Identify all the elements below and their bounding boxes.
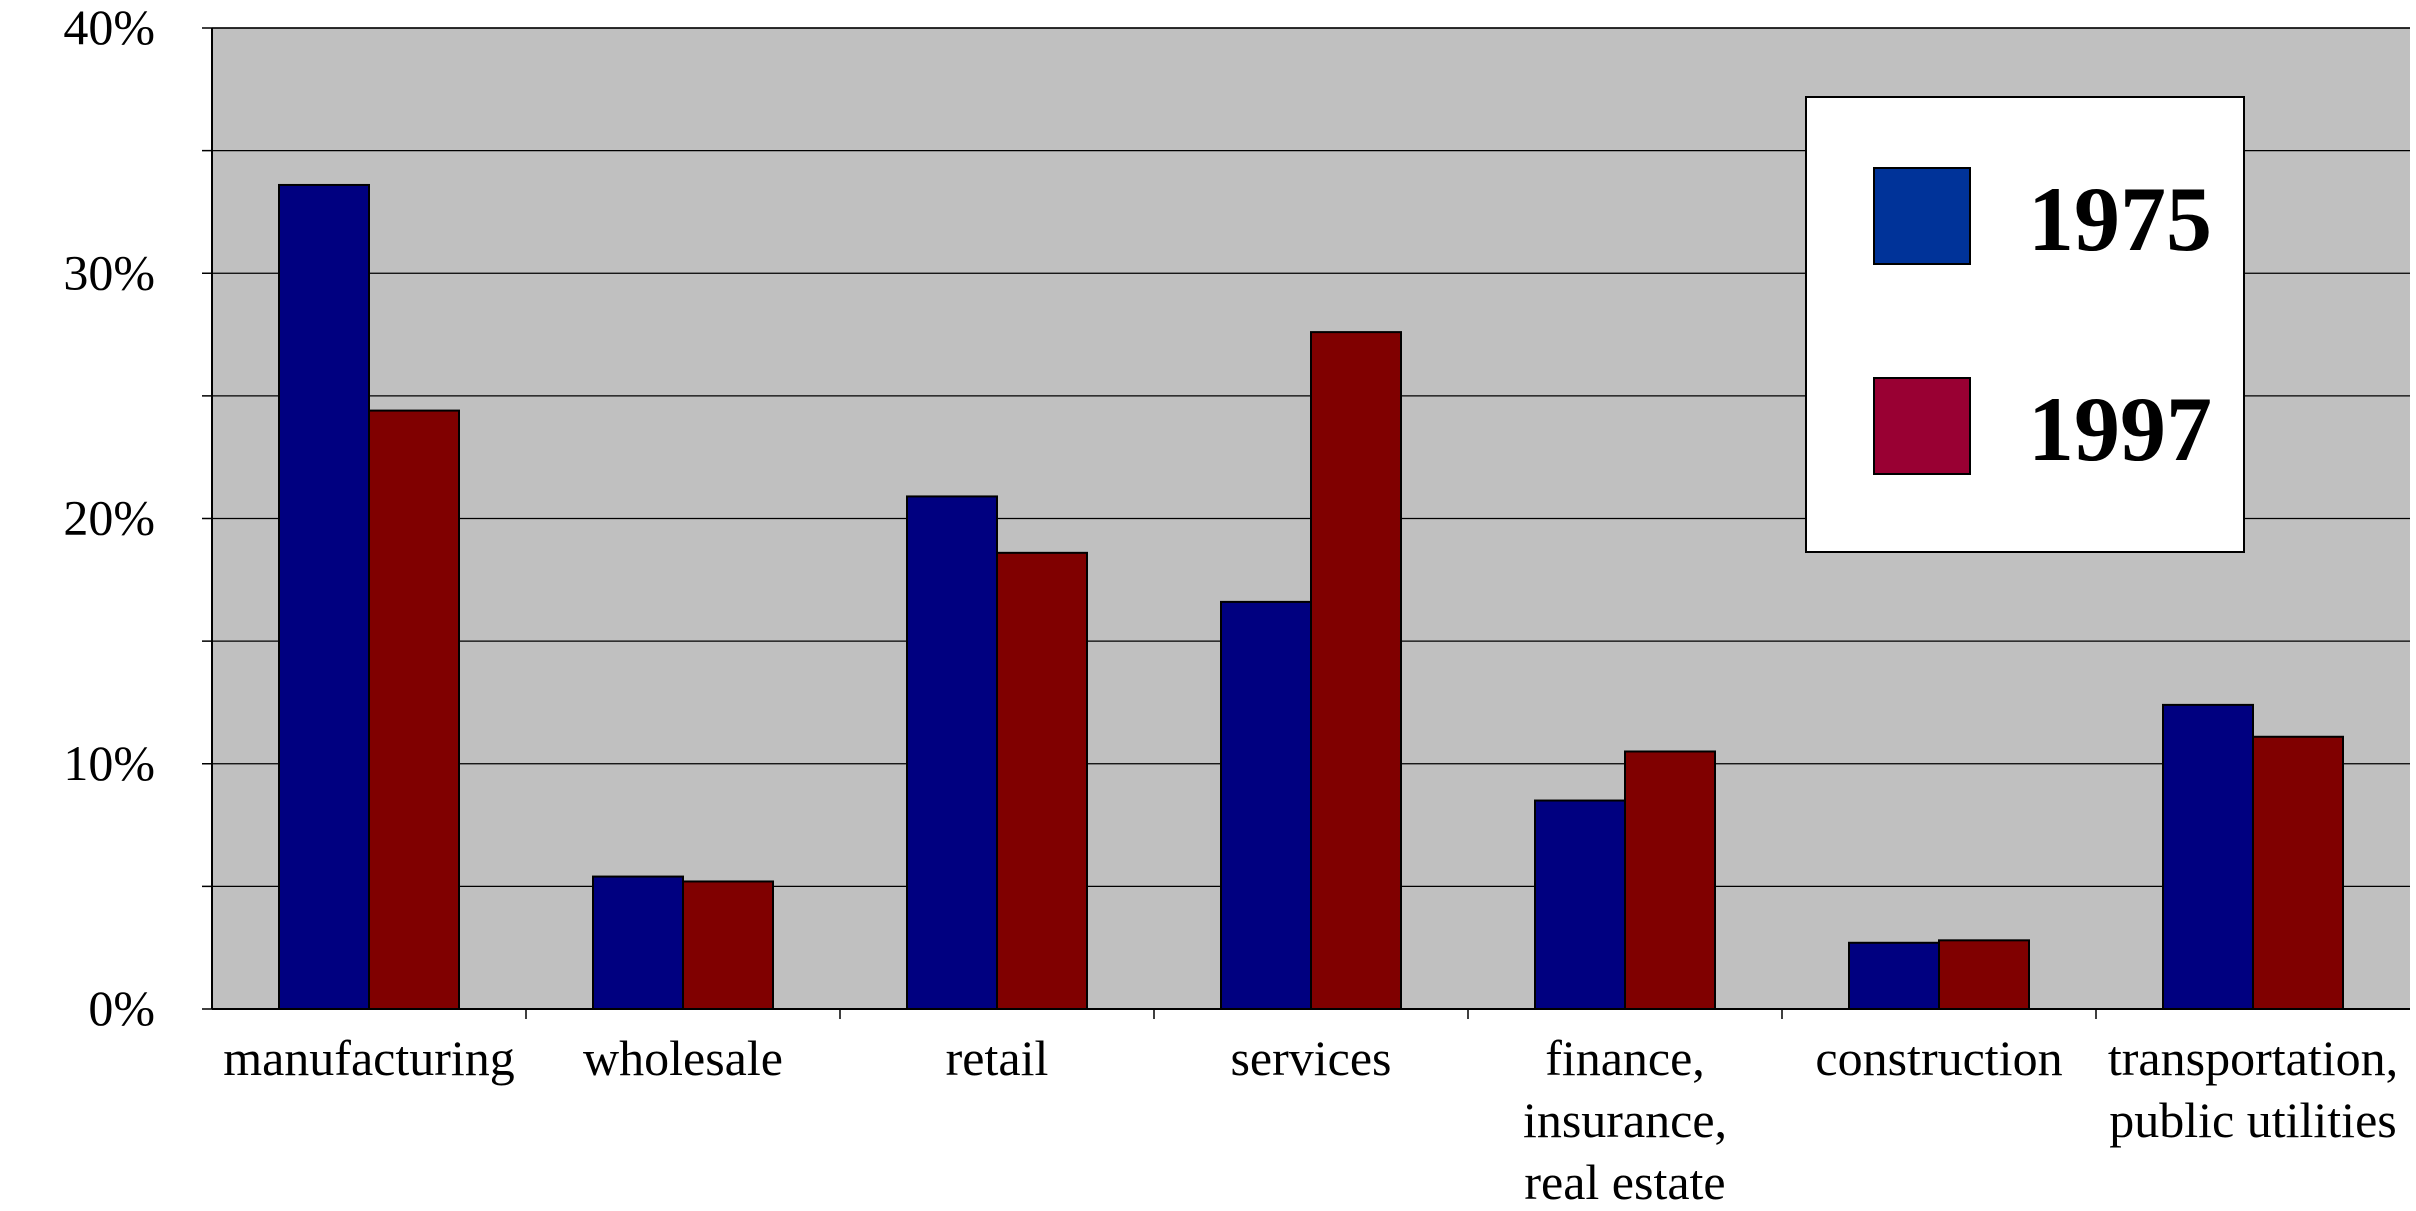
legend: 1975 1997 (1805, 96, 2245, 553)
bar-1997-4 (1624, 750, 1716, 1010)
bar-1997-1 (682, 880, 774, 1010)
legend-label-1997: 1997 (2028, 378, 2212, 480)
y-tick-label: 40% (63, 0, 155, 55)
legend-label-1975: 1975 (2028, 168, 2212, 270)
legend-box (1805, 96, 2245, 553)
bar-1997-2 (996, 551, 1088, 1011)
x-category-label: manufacturing (223, 1030, 515, 1086)
x-category-label: construction (1815, 1030, 2062, 1086)
bars (278, 183, 2344, 1019)
x-category-label: transportation, public utilities (2108, 1030, 2398, 1148)
x-category-label: services (1230, 1030, 1391, 1086)
bar-1975-2 (906, 495, 998, 1010)
bar-1997-0 (368, 409, 460, 1010)
y-tick-label: 0% (88, 980, 155, 1036)
bar-1975-1 (592, 875, 684, 1010)
x-category-label: wholesale (583, 1030, 783, 1086)
x-category-label: finance, insurance, real estate (1523, 1030, 1727, 1210)
bar-1975-0 (278, 183, 370, 1010)
y-tick-label: 30% (63, 244, 155, 300)
axes (211, 27, 2410, 1010)
y-tick-label: 20% (63, 490, 155, 546)
x-axis-categories: manufacturing wholesale retail services fina… (223, 1030, 2398, 1210)
bar-1997-6 (2252, 735, 2344, 1011)
bar-1997-3 (1310, 331, 1402, 1010)
y-tick-label: 10% (63, 735, 155, 791)
bar-1975-5 (1848, 941, 1940, 1010)
legend-swatch-1997 (1873, 377, 1971, 475)
bar-1997-5 (1938, 939, 2030, 1011)
bar-1975-6 (2162, 703, 2254, 1010)
bar-1975-4 (1534, 799, 1626, 1010)
y-axis-ticks: 0% 10% 20% 30% 40% (63, 0, 155, 1036)
x-category-label: retail (946, 1030, 1049, 1086)
legend-swatch-1975 (1873, 167, 1971, 265)
bar-1975-3 (1220, 600, 1312, 1010)
